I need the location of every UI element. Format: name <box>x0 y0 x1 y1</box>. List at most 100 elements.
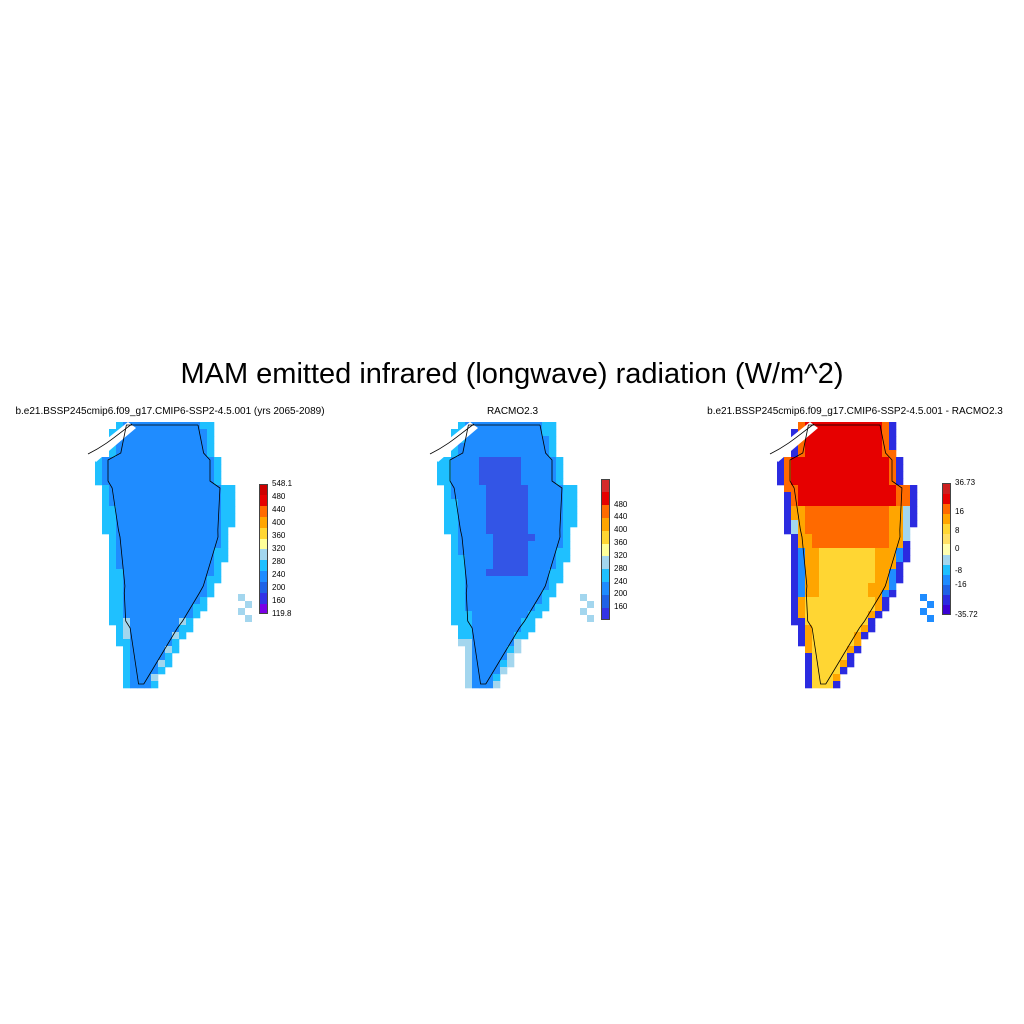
grid-cell <box>193 583 201 591</box>
grid-cell <box>500 478 508 486</box>
grid-cell <box>889 443 897 451</box>
grid-cell <box>535 464 543 472</box>
grid-cell <box>479 457 487 465</box>
grid-cell <box>833 506 841 514</box>
colorbar-swatch <box>942 594 951 606</box>
grid-cell <box>791 583 799 591</box>
grid-cell <box>207 520 215 528</box>
grid-cell <box>556 492 564 500</box>
grid-cell <box>486 646 494 654</box>
grid-cell <box>172 597 180 605</box>
grid-cell <box>847 569 855 577</box>
grid-cell <box>798 520 806 528</box>
grid-cell <box>826 492 834 500</box>
grid-cell <box>535 562 543 570</box>
grid-cell <box>179 562 187 570</box>
grid-cell <box>479 436 487 444</box>
grid-cell <box>861 422 869 430</box>
grid-cell <box>854 478 862 486</box>
grid-cell <box>840 541 848 549</box>
grid-cell <box>123 646 131 654</box>
grid-cell <box>472 611 480 619</box>
grid-cell <box>165 548 173 556</box>
grid-cell <box>200 506 208 514</box>
grid-cell <box>514 492 522 500</box>
grid-cell <box>137 443 145 451</box>
grid-cell <box>805 597 813 605</box>
grid-cell <box>500 583 508 591</box>
grid-cell <box>130 422 138 430</box>
grid-cell <box>882 485 890 493</box>
grid-cell <box>116 478 124 486</box>
grid-cell <box>875 457 883 465</box>
figure-title: MAM emitted infrared (longwave) radiatio… <box>180 358 844 390</box>
grid-cell <box>458 576 466 584</box>
grid-cell <box>549 520 557 528</box>
grid-cell <box>214 506 222 514</box>
grid-cell <box>465 562 473 570</box>
grid-cell <box>186 506 194 514</box>
grid-cell <box>179 541 187 549</box>
grid-cell <box>826 471 834 479</box>
grid-cell <box>130 639 138 647</box>
grid-cell <box>847 583 855 591</box>
grid-cell <box>500 611 508 619</box>
grid-cell <box>116 548 124 556</box>
grid-cell <box>165 611 173 619</box>
grid-cell <box>805 611 813 619</box>
grid-cell <box>144 597 152 605</box>
grid-cell <box>882 590 890 598</box>
grid-cell <box>500 450 508 458</box>
grid-cell <box>514 422 522 430</box>
grid-cell <box>528 450 536 458</box>
grid-cell <box>137 471 145 479</box>
grid-cell <box>207 499 215 507</box>
grid-cell <box>186 492 194 500</box>
grid-cell <box>868 436 876 444</box>
grid-cell <box>812 422 820 430</box>
grid-cell <box>826 639 834 647</box>
grid-cell <box>465 499 473 507</box>
grid-cell <box>193 450 201 458</box>
grid-cell <box>116 562 124 570</box>
grid-cell <box>207 527 215 535</box>
grid-cell <box>549 471 557 479</box>
grid-cell <box>889 569 897 577</box>
grid-cell <box>151 471 159 479</box>
grid-cell <box>116 541 124 549</box>
grid-cell <box>798 471 806 479</box>
grid-cell <box>521 506 529 514</box>
grid-cell <box>507 611 515 619</box>
grid-cell <box>207 457 215 465</box>
grid-cell <box>144 464 152 472</box>
grid-cell <box>826 569 834 577</box>
grid-cell <box>833 583 841 591</box>
grid-cell <box>812 639 820 647</box>
grid-cell <box>109 548 117 556</box>
grid-cell <box>486 639 494 647</box>
grid-cell <box>889 506 897 514</box>
grid-cell <box>207 548 215 556</box>
grid-cell <box>493 499 501 507</box>
grid-cell <box>861 576 869 584</box>
grid-cell <box>826 625 834 633</box>
grid-cell <box>186 597 194 605</box>
grid-cell <box>172 478 180 486</box>
grid-cell <box>123 681 131 689</box>
grid-cell <box>158 527 166 535</box>
grid-cell <box>193 527 201 535</box>
grid-cell <box>465 646 473 654</box>
grid-cell <box>102 485 110 493</box>
grid-cell <box>847 527 855 535</box>
grid-cell <box>854 520 862 528</box>
grid-cell <box>882 597 890 605</box>
grid-cell <box>514 499 522 507</box>
grid-cell <box>854 548 862 556</box>
grid-cell <box>458 506 466 514</box>
grid-cell <box>882 443 890 451</box>
grid-cell <box>812 576 820 584</box>
grid-cell <box>826 597 834 605</box>
grid-cell <box>200 513 208 521</box>
grid-cell <box>528 499 536 507</box>
grid-cell <box>102 513 110 521</box>
